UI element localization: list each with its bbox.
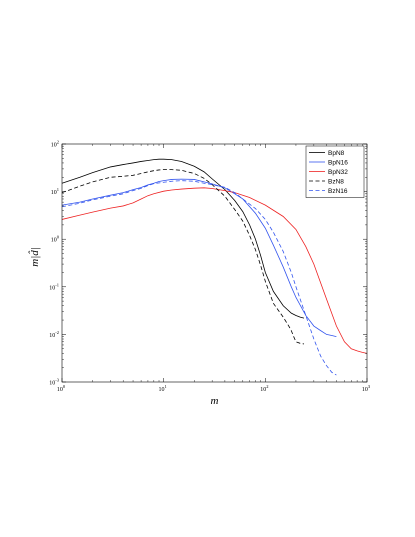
x-tick-base: 10 bbox=[362, 387, 368, 393]
y-tick-base: 10 bbox=[49, 285, 55, 291]
y-tick-label: 100 bbox=[51, 235, 60, 244]
series-line-bpn16 bbox=[61, 178, 337, 337]
legend: BpN8 BpN16 BpN32 BzN8 BzN16 bbox=[305, 145, 365, 198]
x-tick-base: 10 bbox=[260, 387, 266, 393]
y-tick-base: 10 bbox=[51, 238, 57, 244]
legend-label: BpN16 bbox=[328, 159, 348, 166]
series-line-bpn32 bbox=[61, 187, 368, 354]
y-tick-label: 10-1 bbox=[49, 282, 59, 291]
y-tick-base: 10 bbox=[49, 333, 55, 339]
x-tick-base: 10 bbox=[159, 387, 165, 393]
ticks-layer bbox=[61, 143, 368, 383]
x-tick-label: 100 bbox=[57, 384, 66, 393]
y-tick-exp: 2 bbox=[57, 140, 59, 145]
y-tick-label: 102 bbox=[51, 140, 59, 149]
x-tick-exp: 2 bbox=[266, 384, 268, 389]
series-line-bzn8 bbox=[61, 169, 305, 345]
y-axis-label: m|d̂| bbox=[28, 247, 41, 267]
x-tick-exp: 1 bbox=[165, 384, 167, 389]
y-tick-label: 10-3 bbox=[49, 378, 59, 387]
y-tick-base: 10 bbox=[51, 190, 57, 196]
y-tick-exp: -3 bbox=[55, 378, 59, 383]
series-layer bbox=[61, 158, 368, 376]
legend-label: BpN8 bbox=[328, 150, 345, 157]
x-axis-label: m bbox=[211, 395, 219, 407]
y-tick-label: 101 bbox=[51, 187, 59, 196]
x-tick-label: 102 bbox=[260, 384, 268, 393]
y-tick-base: 10 bbox=[51, 143, 57, 149]
y-tick-exp: -2 bbox=[55, 330, 59, 335]
legend-label: BzN16 bbox=[328, 188, 348, 195]
x-tick-label: 103 bbox=[362, 384, 371, 393]
series-line-bzn16 bbox=[61, 180, 337, 376]
y-tick-base: 10 bbox=[49, 381, 55, 387]
plot-frame bbox=[61, 143, 368, 383]
x-tick-exp: 0 bbox=[63, 384, 66, 389]
x-tick-exp: 3 bbox=[368, 384, 371, 389]
y-tick-exp: 0 bbox=[57, 235, 60, 240]
y-tick-exp: 1 bbox=[57, 187, 59, 192]
x-tick-label: 101 bbox=[159, 384, 167, 393]
series-line-bpn8 bbox=[61, 158, 305, 319]
y-tick-exp: -1 bbox=[55, 282, 59, 287]
legend-label: BzN8 bbox=[328, 178, 344, 185]
x-tick-base: 10 bbox=[57, 387, 63, 393]
legend-label: BpN32 bbox=[328, 169, 348, 176]
y-tick-label: 10-2 bbox=[49, 330, 59, 339]
